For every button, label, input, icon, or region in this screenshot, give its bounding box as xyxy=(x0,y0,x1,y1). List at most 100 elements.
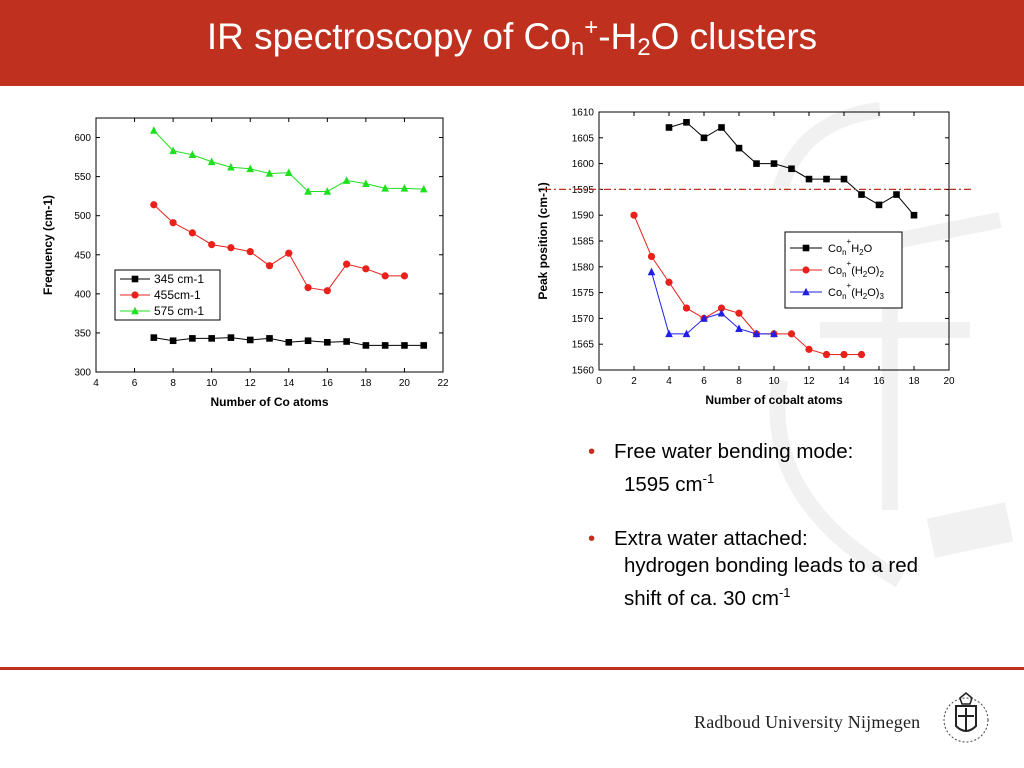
legend-label: 455cm-1 xyxy=(154,288,201,302)
data-point xyxy=(665,329,673,338)
y-tick-label: 550 xyxy=(74,172,91,183)
legend-label: 345 cm-1 xyxy=(154,272,204,286)
data-point xyxy=(362,342,370,349)
data-point xyxy=(342,176,351,184)
y-tick-label: 1565 xyxy=(572,340,595,351)
data-point xyxy=(893,191,900,198)
data-point xyxy=(823,175,830,183)
data-point xyxy=(840,175,848,183)
data-point xyxy=(735,324,743,333)
data-point xyxy=(169,219,177,227)
y-tick-label: 450 xyxy=(74,250,91,261)
x-tick-label: 18 xyxy=(908,376,920,387)
data-point xyxy=(207,157,216,166)
data-point xyxy=(401,342,408,349)
y-tick-label: 500 xyxy=(74,211,91,222)
data-point xyxy=(208,241,216,249)
chart-frequency-vs-co-atoms: 4 6 8 10 12 14 16 18 20 22 300 350 400 450 500 550 600 Nu… xyxy=(41,117,449,409)
data-point xyxy=(717,308,726,317)
x-axis-label: Number of cobalt atoms xyxy=(705,393,843,407)
y-tick-label: 1575 xyxy=(572,288,595,299)
series-triangle xyxy=(150,126,428,195)
series-square xyxy=(665,119,918,219)
data-point xyxy=(188,150,197,159)
data-point xyxy=(246,248,254,256)
y-tick-label: 1570 xyxy=(572,314,595,325)
x-tick-label: 16 xyxy=(322,378,334,389)
data-point xyxy=(304,187,312,195)
plot-frame xyxy=(95,117,444,373)
legend-label: 575 cm-1 xyxy=(154,304,204,318)
data-point xyxy=(665,278,673,286)
y-tick-label: 600 xyxy=(74,133,91,144)
data-point xyxy=(682,304,691,312)
bullet-dot: • xyxy=(588,440,596,463)
x-tick-label: 8 xyxy=(170,378,176,389)
x-tick-label: 20 xyxy=(943,376,955,387)
x-tick-label: 6 xyxy=(701,376,707,387)
data-point xyxy=(419,184,428,193)
bullet-free-water: • Free water bending mode: 1595 cm-1 xyxy=(588,438,1008,498)
data-point xyxy=(265,169,274,177)
x-tick-label: 4 xyxy=(666,376,672,387)
x-tick-label: 4 xyxy=(93,378,99,389)
data-point xyxy=(700,314,708,322)
data-point xyxy=(150,201,158,209)
legend-marker xyxy=(131,306,139,315)
data-point xyxy=(787,330,796,338)
data-point xyxy=(362,265,370,273)
y-tick-label: 1600 xyxy=(572,159,595,170)
data-point xyxy=(285,249,293,257)
x-tick-label: 0 xyxy=(596,376,602,387)
x-tick-label: 16 xyxy=(873,376,885,387)
data-point xyxy=(400,184,409,192)
x-axis-label: Number of Co atoms xyxy=(210,395,328,409)
x-tick-label: 14 xyxy=(838,376,850,387)
bullet-line: Extra water attached: xyxy=(614,527,808,550)
data-point xyxy=(647,252,656,261)
x-tick-label: 20 xyxy=(399,378,411,389)
data-point xyxy=(246,336,254,344)
university-brand: Radboud University Nijmegen xyxy=(694,712,921,732)
data-point xyxy=(630,211,638,219)
data-point xyxy=(246,164,255,173)
y-tick-label: 1610 xyxy=(572,108,595,119)
y-axis-label: Peak position (cm-1) xyxy=(536,182,550,299)
data-point xyxy=(700,134,708,142)
data-point xyxy=(227,162,235,171)
data-point xyxy=(718,124,725,131)
data-point xyxy=(400,272,409,280)
legend-label: Con+(H2O)3 xyxy=(828,281,884,301)
data-point xyxy=(735,144,743,152)
data-point xyxy=(682,329,691,338)
data-point xyxy=(875,201,883,209)
bullet-subline: 1595 cm-1 xyxy=(624,471,715,496)
data-point xyxy=(227,334,235,341)
x-tick-label: 2 xyxy=(631,376,637,387)
data-point xyxy=(323,187,332,195)
y-tick-label: 1590 xyxy=(572,211,595,222)
series-line xyxy=(651,271,774,335)
legend-marker xyxy=(802,266,810,274)
data-point xyxy=(788,165,795,173)
data-point xyxy=(381,342,389,349)
data-point xyxy=(822,350,831,359)
y-tick-label: 1585 xyxy=(572,237,595,248)
data-point xyxy=(304,337,312,345)
x-tick-label: 12 xyxy=(803,376,815,387)
data-point xyxy=(189,335,196,342)
x-tick-label: 12 xyxy=(245,378,257,389)
data-point xyxy=(343,338,350,345)
legend-marker xyxy=(802,244,810,252)
data-point xyxy=(857,350,866,359)
legend: 345 cm-1 455cm-1 575 cm-1 xyxy=(114,269,221,321)
data-point xyxy=(169,337,177,345)
bullet-dot: • xyxy=(588,527,596,550)
bullet-subline: hydrogen bonding leads to a red xyxy=(624,554,919,577)
university-seal-icon xyxy=(943,692,989,743)
x-tick-label: 6 xyxy=(132,378,138,389)
data-point xyxy=(683,119,690,126)
data-point xyxy=(266,335,273,342)
bullet-line: Free water bending mode: xyxy=(614,440,854,463)
